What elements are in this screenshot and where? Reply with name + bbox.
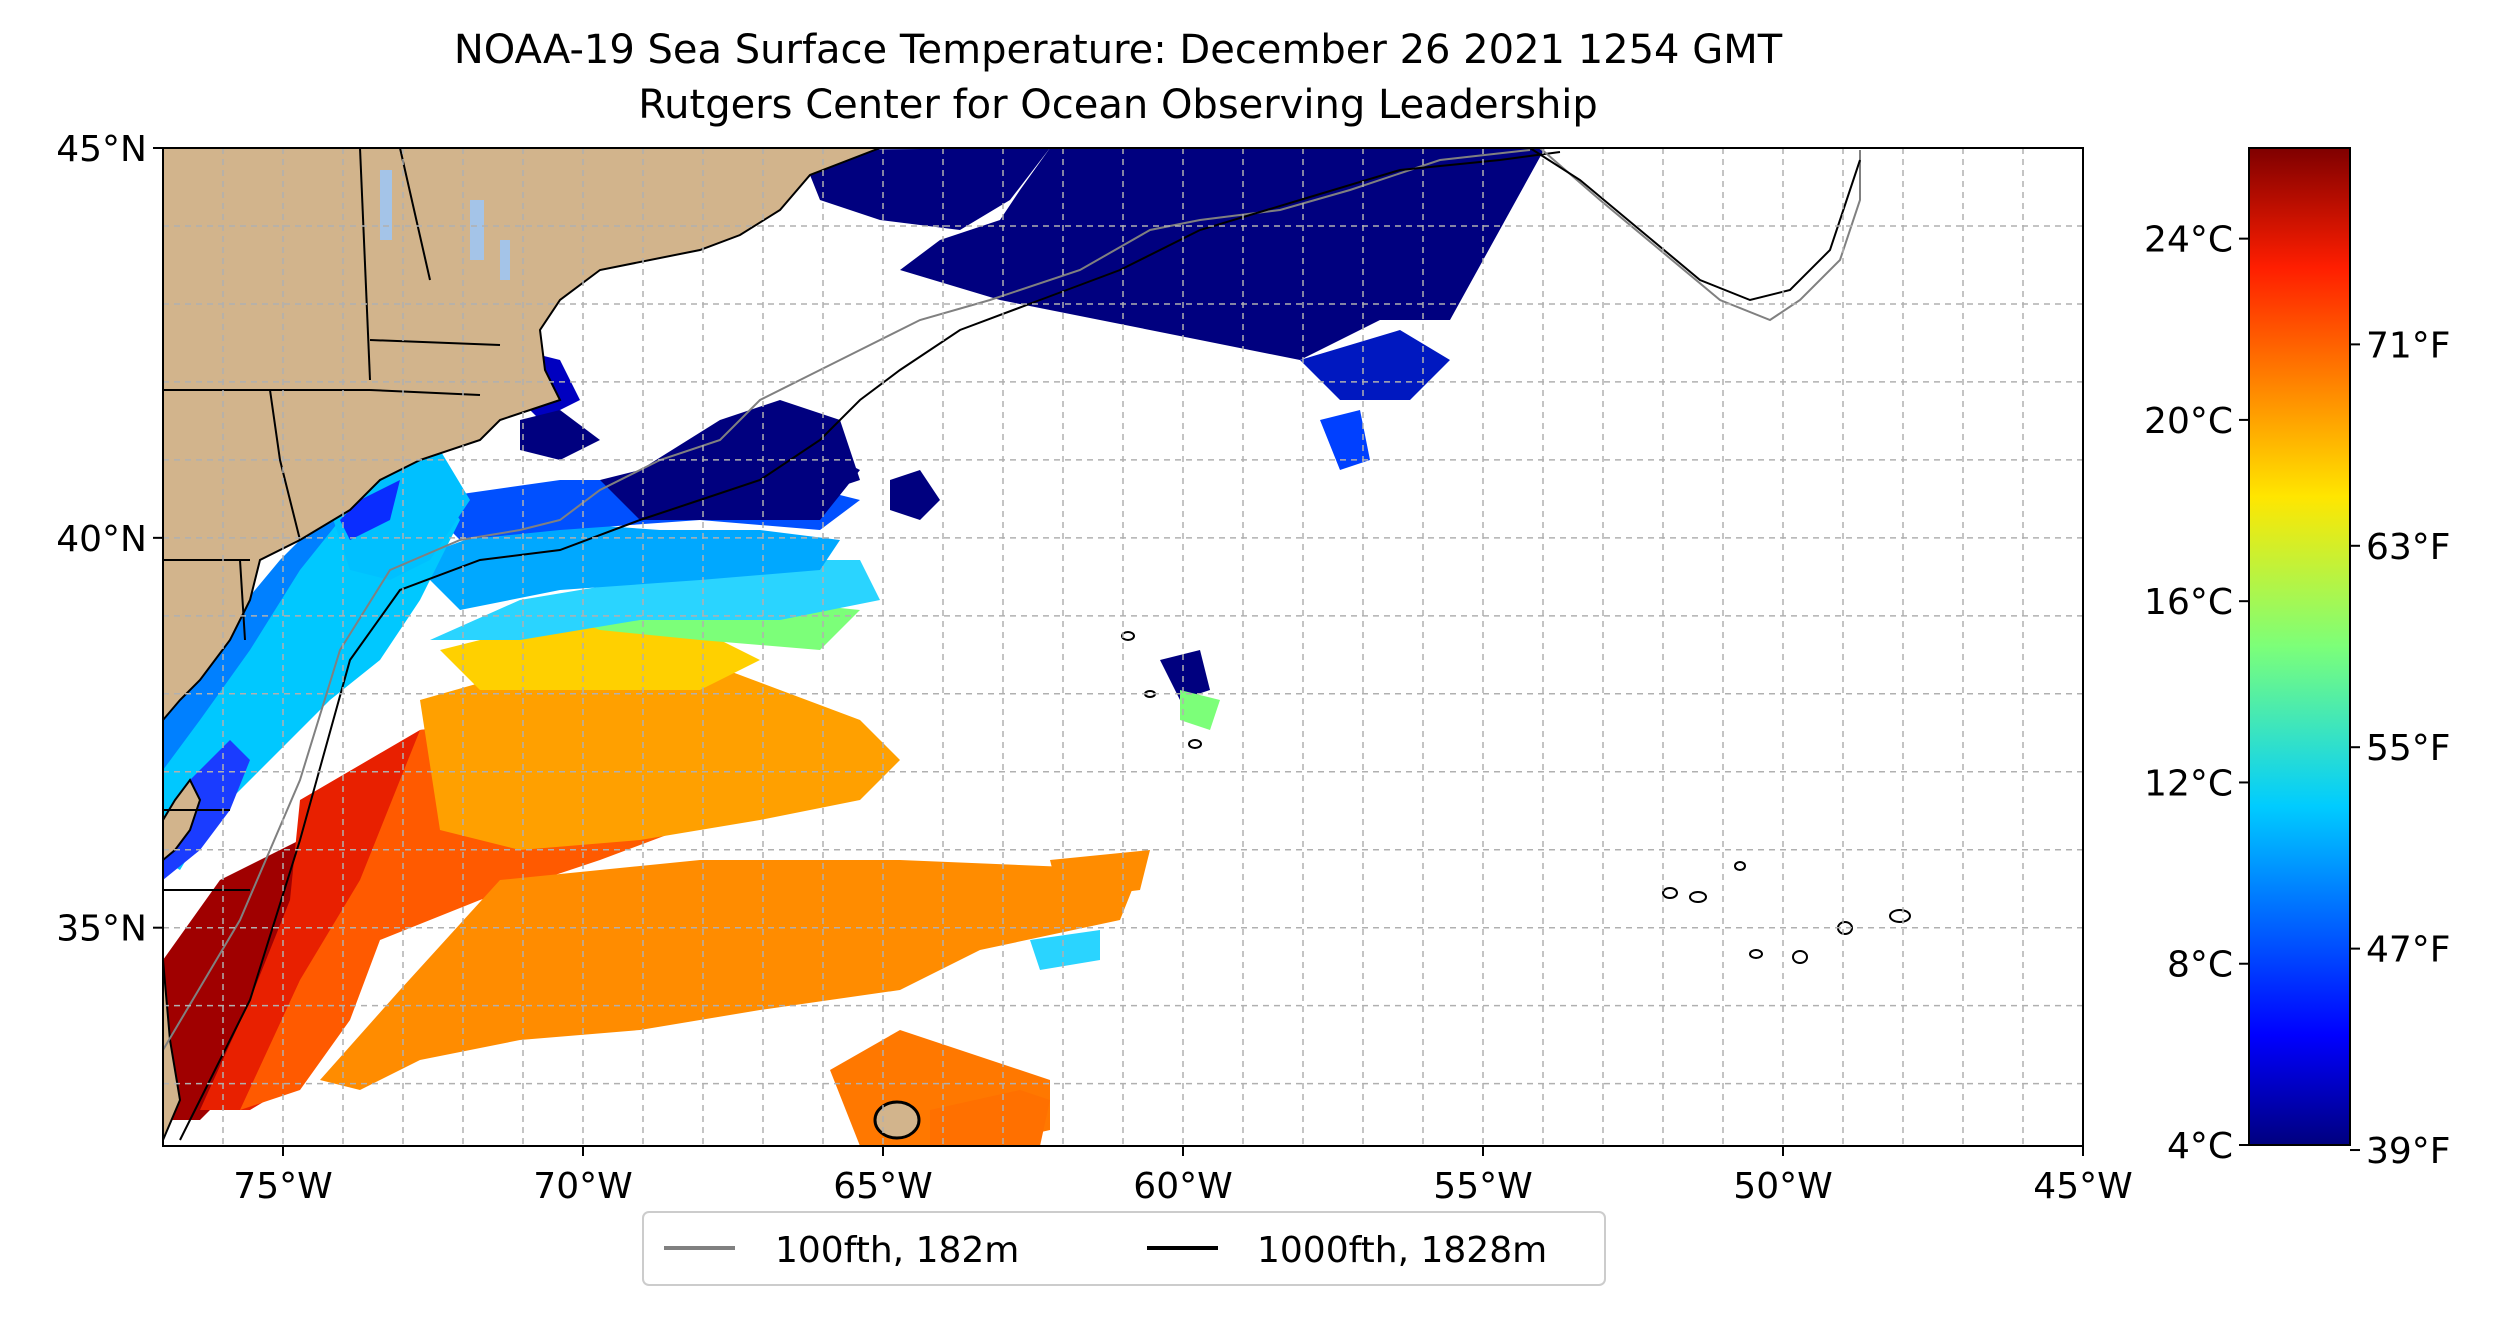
legend: 100fth, 182m 1000fth, 1828m: [642, 1211, 1606, 1286]
lat-tick-label: 45°N: [56, 129, 147, 170]
legend-label-1000fth: 1000fth, 1828m: [1257, 1230, 1547, 1271]
legend-label-100fth: 100fth, 182m: [775, 1230, 1019, 1271]
lon-tick-label: 65°W: [833, 1166, 932, 1207]
lon-tick-label: 45°W: [2033, 1166, 2132, 1207]
celsius-tick-label: 16°C: [2144, 582, 2233, 623]
celsius-tick-label: 4°C: [2167, 1126, 2233, 1167]
fahrenheit-tick-label: 63°F: [2366, 527, 2451, 568]
latitude-labels: 45°N 40°N 35°N: [56, 129, 163, 950]
title-line-2: Rutgers Center for Ocean Observing Leade…: [638, 82, 1598, 128]
contour-100fth: [163, 149, 1531, 1051]
state-borders: [163, 148, 501, 891]
lon-tick-label: 60°W: [1133, 1166, 1232, 1207]
fahrenheit-tick-label: 39°F: [2366, 1131, 2451, 1172]
contour-1000fth: [179, 151, 1561, 1141]
lat-tick-label: 40°N: [56, 519, 147, 560]
colorbar-gradient: [2248, 147, 2351, 1146]
fahrenheit-tick-label: 47°F: [2366, 930, 2451, 971]
lat-tick-label: 35°N: [56, 909, 147, 950]
celsius-tick-label: 20°C: [2144, 401, 2233, 442]
lakes: [380, 170, 510, 280]
celsius-ticks: 24°C 20°C 16°C 12°C 8°C 4°C: [2144, 220, 2249, 1167]
lon-tick-label: 75°W: [233, 1166, 332, 1207]
fahrenheit-tick-label: 71°F: [2366, 325, 2451, 366]
celsius-tick-label: 8°C: [2167, 945, 2233, 986]
map-area: [163, 148, 2083, 1146]
celsius-tick-label: 24°C: [2144, 220, 2233, 261]
title-line-1: NOAA-19 Sea Surface Temperature: Decembe…: [454, 27, 1783, 73]
lon-tick-label: 50°W: [1733, 1166, 1832, 1207]
fahrenheit-tick-label: 55°F: [2366, 728, 2451, 769]
map-grid: [163, 148, 2083, 1146]
lon-tick-label: 70°W: [533, 1166, 632, 1207]
map-frame: [162, 147, 2084, 1147]
celsius-tick-label: 12°C: [2144, 763, 2233, 804]
depth-contours: [163, 148, 1911, 1141]
longitude-labels: 75°W 70°W 65°W 60°W 55°W 50°W 45°W: [233, 1146, 2133, 1207]
colorbar: 24°C 20°C 16°C 12°C 8°C 4°C 71°F 63°F 55°F 47°F 3…: [2144, 147, 2451, 1172]
lon-tick-label: 55°W: [1433, 1166, 1532, 1207]
fahrenheit-ticks: 71°F 63°F 55°F 47°F 39°F: [2350, 325, 2451, 1172]
